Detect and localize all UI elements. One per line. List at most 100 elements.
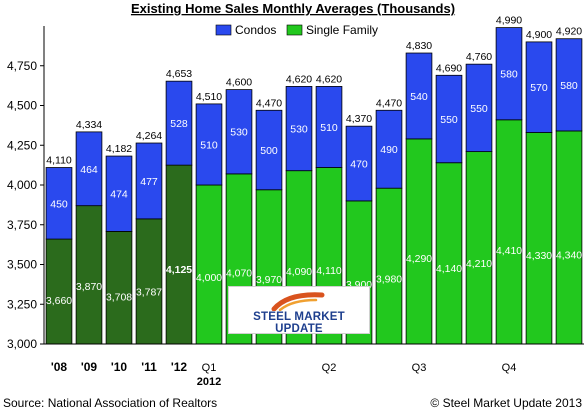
data-label-total: 4,620: [286, 73, 312, 85]
bar-condos: [345, 125, 373, 202]
bar-condos: [225, 89, 253, 175]
data-label-condos: 550: [440, 114, 458, 126]
data-label-condos: 580: [500, 69, 518, 81]
data-label-condos: 540: [410, 91, 428, 103]
data-label-total: 4,830: [406, 40, 432, 52]
chart-title: Existing Home Sales Monthly Averages (Th…: [131, 1, 455, 16]
data-label-total: 4,653: [166, 68, 192, 80]
data-label-single-family: 4,125: [166, 264, 192, 276]
y-tick-label: 4,000: [7, 178, 37, 192]
data-label-single-family: 4,110: [316, 265, 342, 277]
legend-label-condos: Condos: [235, 23, 276, 37]
bar-single-family: [405, 138, 433, 345]
x-tick-label: '12: [171, 360, 188, 374]
logo-text: STEEL MARKET UPDATE: [253, 311, 345, 335]
bar-condos: [435, 74, 463, 164]
copyright-note: © Steel Market Update 2013: [430, 396, 582, 410]
bar-single-family: [555, 130, 583, 345]
data-label-single-family: 3,660: [46, 295, 72, 307]
x-tick-label: Q4: [502, 362, 517, 374]
bar-condos: [165, 80, 193, 166]
data-label-condos: 510: [200, 139, 218, 151]
data-label-single-family: 3,787: [136, 286, 162, 298]
data-label-single-family: 4,410: [496, 245, 522, 257]
data-label-condos: 530: [230, 127, 248, 139]
data-label-total: 4,470: [376, 97, 402, 109]
data-label-total: 4,370: [346, 113, 372, 125]
data-label-total: 4,920: [556, 26, 582, 38]
data-label-single-family: 3,970: [256, 274, 282, 286]
data-label-single-family: 4,290: [406, 253, 432, 265]
bar-condos: [255, 109, 283, 191]
y-tick-label: 3,000: [7, 337, 37, 351]
data-label-condos: 530: [290, 124, 308, 136]
bar-single-family: [45, 238, 73, 345]
data-label-condos: 490: [380, 144, 398, 156]
bar-condos: [105, 155, 133, 232]
bar-single-family: [165, 164, 193, 345]
bar-single-family: [375, 187, 403, 345]
bar-condos: [465, 63, 493, 153]
bar-condos: [495, 27, 523, 121]
bar-single-family: [135, 218, 163, 345]
bar-single-family: [525, 132, 553, 345]
bar-condos: [525, 41, 553, 133]
data-label-total: 4,470: [256, 97, 282, 109]
bar-single-family: [495, 119, 523, 345]
x-tick-label: '08: [51, 360, 68, 374]
data-label-condos: 450: [50, 198, 68, 210]
bar-single-family: [105, 231, 133, 345]
data-label-single-family: 4,330: [526, 250, 552, 262]
x-tick-label: Q2: [322, 362, 337, 374]
data-label-total: 4,690: [436, 62, 462, 74]
y-tick-label: 3,500: [7, 258, 37, 272]
data-label-condos: 474: [110, 189, 128, 201]
steel-market-update-logo: STEEL MARKET UPDATE: [228, 286, 370, 335]
data-label-total: 4,600: [226, 77, 252, 89]
bar-condos: [375, 109, 403, 189]
data-label-single-family: 4,140: [436, 263, 462, 275]
y-tick-label: 3,750: [7, 218, 37, 232]
x-tick-label: '11: [141, 360, 157, 374]
data-label-single-family: 4,070: [226, 268, 252, 280]
data-label-single-family: 4,340: [556, 250, 582, 262]
bar-condos: [135, 142, 163, 220]
data-label-total: 4,110: [46, 155, 72, 167]
data-label-condos: 570: [530, 82, 548, 94]
bar-condos: [405, 52, 433, 140]
data-label-total: 4,760: [466, 51, 492, 63]
bar-single-family: [465, 151, 493, 345]
legend: Condos Single Family: [215, 23, 378, 37]
x-tick-label: Q1: [202, 362, 217, 374]
y-tick-label: 4,750: [7, 59, 37, 73]
data-label-condos: 470: [350, 159, 368, 171]
data-label-total: 4,990: [496, 15, 522, 27]
data-label-condos: 580: [560, 80, 578, 92]
data-label-single-family: 3,870: [76, 281, 102, 293]
data-label-condos: 464: [80, 164, 98, 176]
bar-condos: [75, 131, 103, 207]
data-label-total: 4,334: [76, 119, 102, 131]
x-tick-label: '09: [81, 360, 98, 374]
x-tick-label: '10: [111, 360, 128, 374]
footer: Source: National Association of Realtors…: [0, 396, 586, 414]
data-label-total: 4,900: [526, 29, 552, 41]
data-label-single-family: 3,980: [376, 274, 402, 286]
data-label-total: 4,620: [316, 73, 342, 85]
legend-swatch-single-family: [286, 24, 303, 36]
bar-condos: [315, 86, 343, 168]
plot-area: 450 3,660 4,110 '08 464 3,870 4,334 '09 474 3,708…: [7, 15, 584, 388]
y-tick-label: 4,250: [7, 138, 37, 152]
data-label-total: 4,510: [196, 91, 222, 103]
x-tick-label: Q3: [412, 362, 427, 374]
data-label-condos: 528: [170, 118, 188, 130]
y-tick-label: 3,250: [7, 297, 37, 311]
bar-condos: [195, 103, 223, 186]
source-note: Source: National Association of Realtors: [3, 396, 218, 410]
data-label-single-family: 4,090: [286, 266, 312, 278]
bar-condos: [45, 167, 73, 240]
bar-condos: [555, 38, 583, 132]
bar-chart: Existing Home Sales Monthly Averages (Th…: [7, 1, 584, 388]
data-label-single-family: 3,708: [106, 292, 132, 304]
